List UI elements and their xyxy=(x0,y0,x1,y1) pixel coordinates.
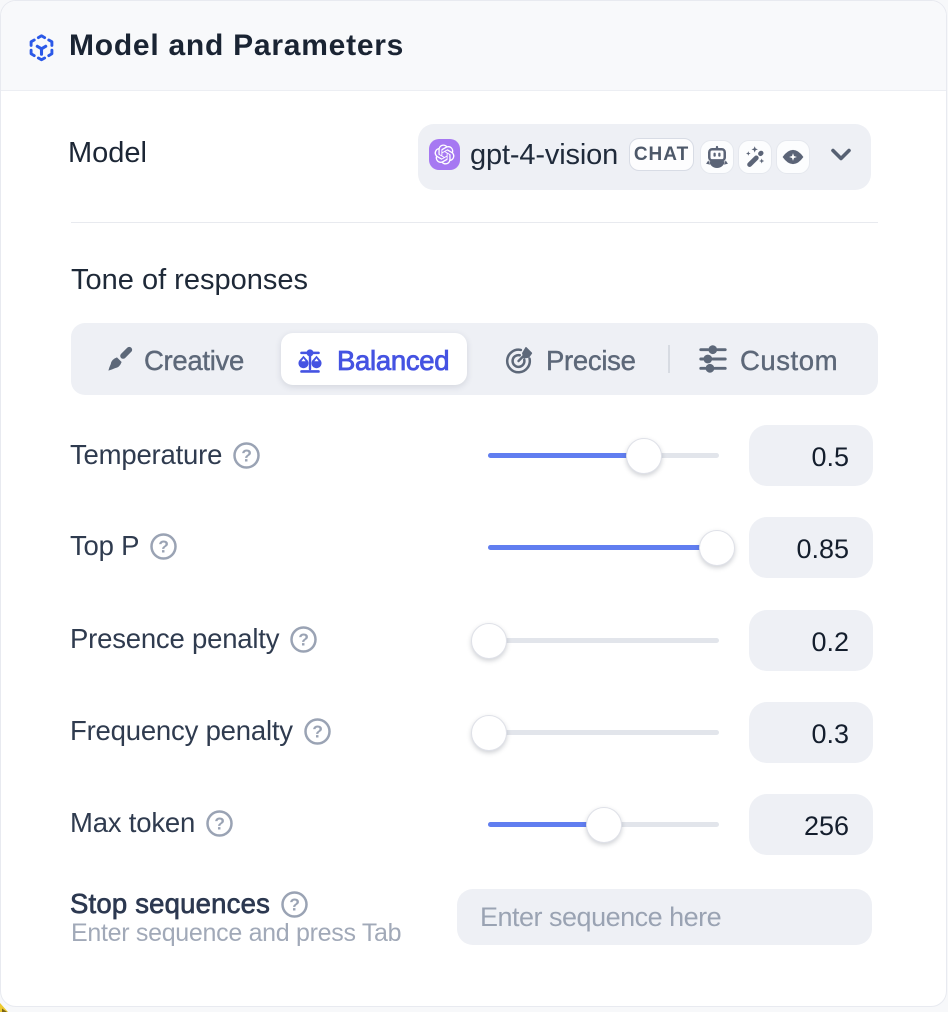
svg-text:?: ? xyxy=(241,445,252,465)
svg-text:?: ? xyxy=(214,813,225,833)
svg-text:?: ? xyxy=(159,536,170,556)
svg-text:?: ? xyxy=(312,721,323,741)
svg-text:?: ? xyxy=(289,894,300,914)
svg-text:?: ? xyxy=(299,629,310,649)
